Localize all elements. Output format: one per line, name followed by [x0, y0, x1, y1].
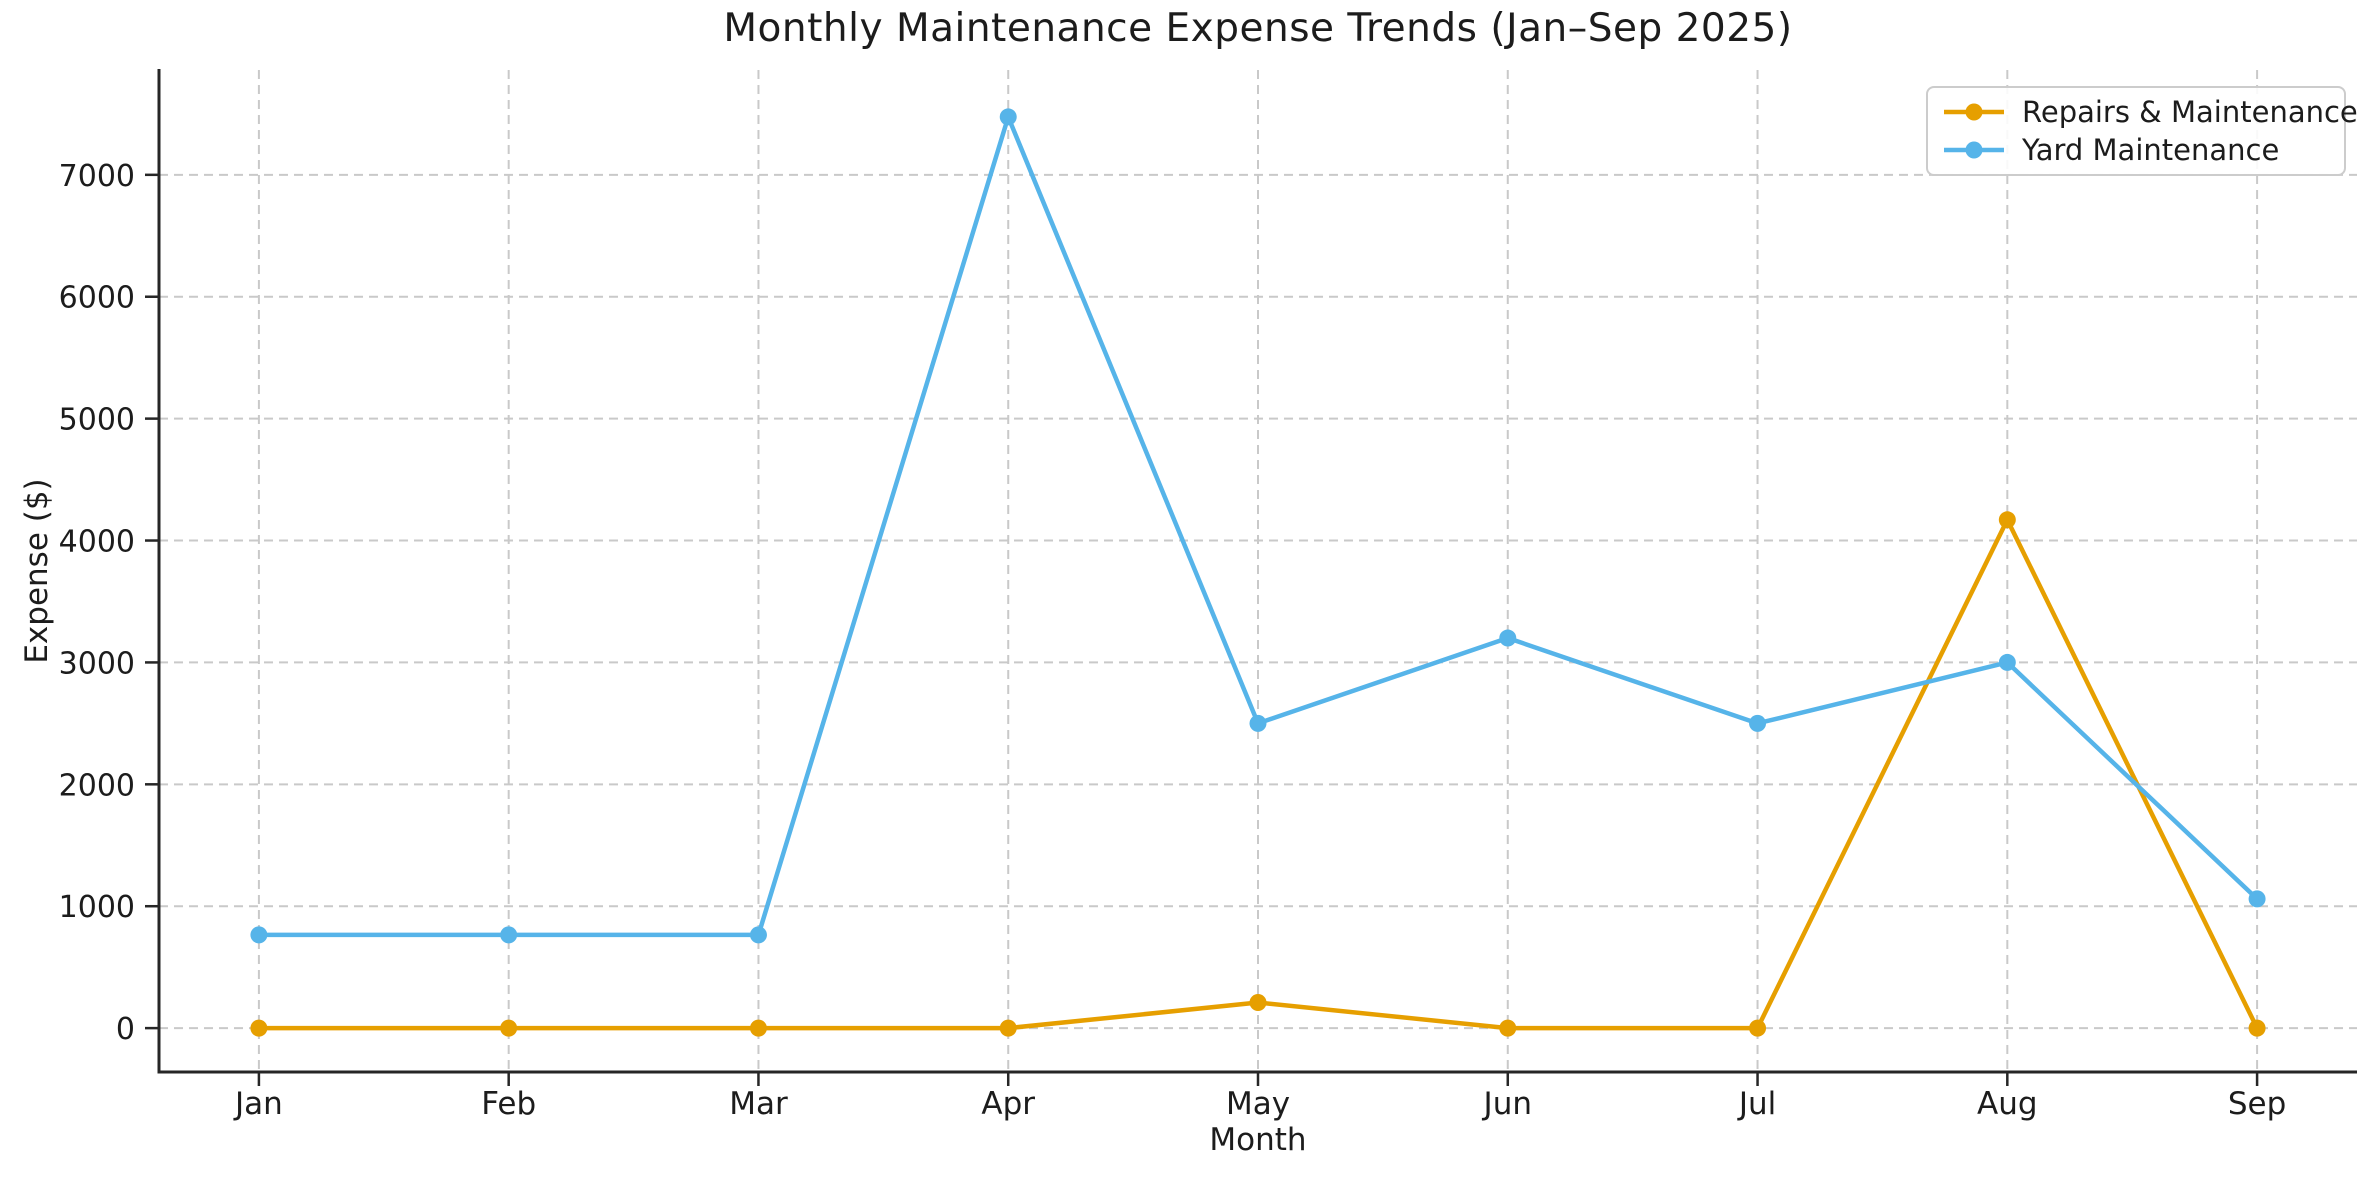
legend-swatch-repairs-icon	[1944, 103, 2004, 121]
data-point-marker-yard-maintenance	[500, 926, 518, 944]
legend-label-yard-maintenance: Yard Maintenance	[2022, 133, 2280, 167]
data-point-marker-yard-maintenance	[2248, 890, 2266, 908]
data-point-marker-repairs-maintenance	[1499, 1019, 1517, 1037]
data-point-marker-yard-maintenance	[1749, 714, 1767, 732]
data-point-marker-yard-maintenance	[749, 926, 767, 944]
y-tick-label: 3000	[59, 646, 135, 681]
data-point-marker-yard-maintenance	[1499, 629, 1517, 647]
x-tick-label: Sep	[2228, 1086, 2286, 1122]
y-tick-label: 5000	[59, 403, 135, 438]
data-point-marker-repairs-maintenance	[250, 1019, 268, 1037]
data-point-marker-yard-maintenance	[1998, 653, 2016, 671]
data-point-marker-repairs-maintenance	[999, 1019, 1017, 1037]
x-axis-label: Month	[1209, 1122, 1307, 1158]
x-tick-label: May	[1226, 1086, 1290, 1122]
data-point-marker-repairs-maintenance	[2248, 1019, 2266, 1037]
x-tick-label: Mar	[729, 1086, 788, 1122]
y-tick-label: 6000	[59, 281, 135, 316]
legend-item-yard-maintenance: Yard Maintenance	[1942, 132, 2330, 168]
data-point-marker-repairs-maintenance	[749, 1019, 767, 1037]
data-point-marker-repairs-maintenance	[1249, 994, 1267, 1012]
legend: Repairs & Maintenance Yard Maintenance	[1926, 86, 2358, 176]
data-point-marker-yard-maintenance	[250, 926, 268, 944]
x-tick-label: Jul	[1737, 1086, 1776, 1122]
y-tick-label: 1000	[59, 890, 135, 925]
y-tick-label: 4000	[59, 525, 135, 560]
y-tick-label: 7000	[59, 159, 135, 194]
data-point-marker-yard-maintenance	[1249, 714, 1267, 732]
data-point-marker-repairs-maintenance	[1998, 511, 2016, 529]
y-tick-label: 2000	[59, 768, 135, 803]
data-point-marker-yard-maintenance	[999, 108, 1017, 126]
x-tick-label: Apr	[981, 1086, 1035, 1122]
data-point-marker-repairs-maintenance	[500, 1019, 518, 1037]
data-point-marker-repairs-maintenance	[1749, 1019, 1767, 1037]
x-tick-label: Jan	[233, 1086, 283, 1122]
y-tick-label: 0	[116, 1012, 135, 1047]
legend-item-repairs-maintenance: Repairs & Maintenance	[1942, 94, 2358, 130]
y-axis-label: Expense ($)	[19, 478, 55, 664]
legend-label-repairs-maintenance: Repairs & Maintenance	[2022, 95, 2358, 129]
x-tick-label: Aug	[1977, 1086, 2038, 1122]
x-tick-label: Jun	[1482, 1086, 1532, 1122]
chart-title: Monthly Maintenance Expense Trends (Jan–…	[723, 6, 1793, 51]
legend-swatch-yard-icon	[1944, 141, 2004, 159]
x-tick-label: Feb	[481, 1086, 536, 1122]
